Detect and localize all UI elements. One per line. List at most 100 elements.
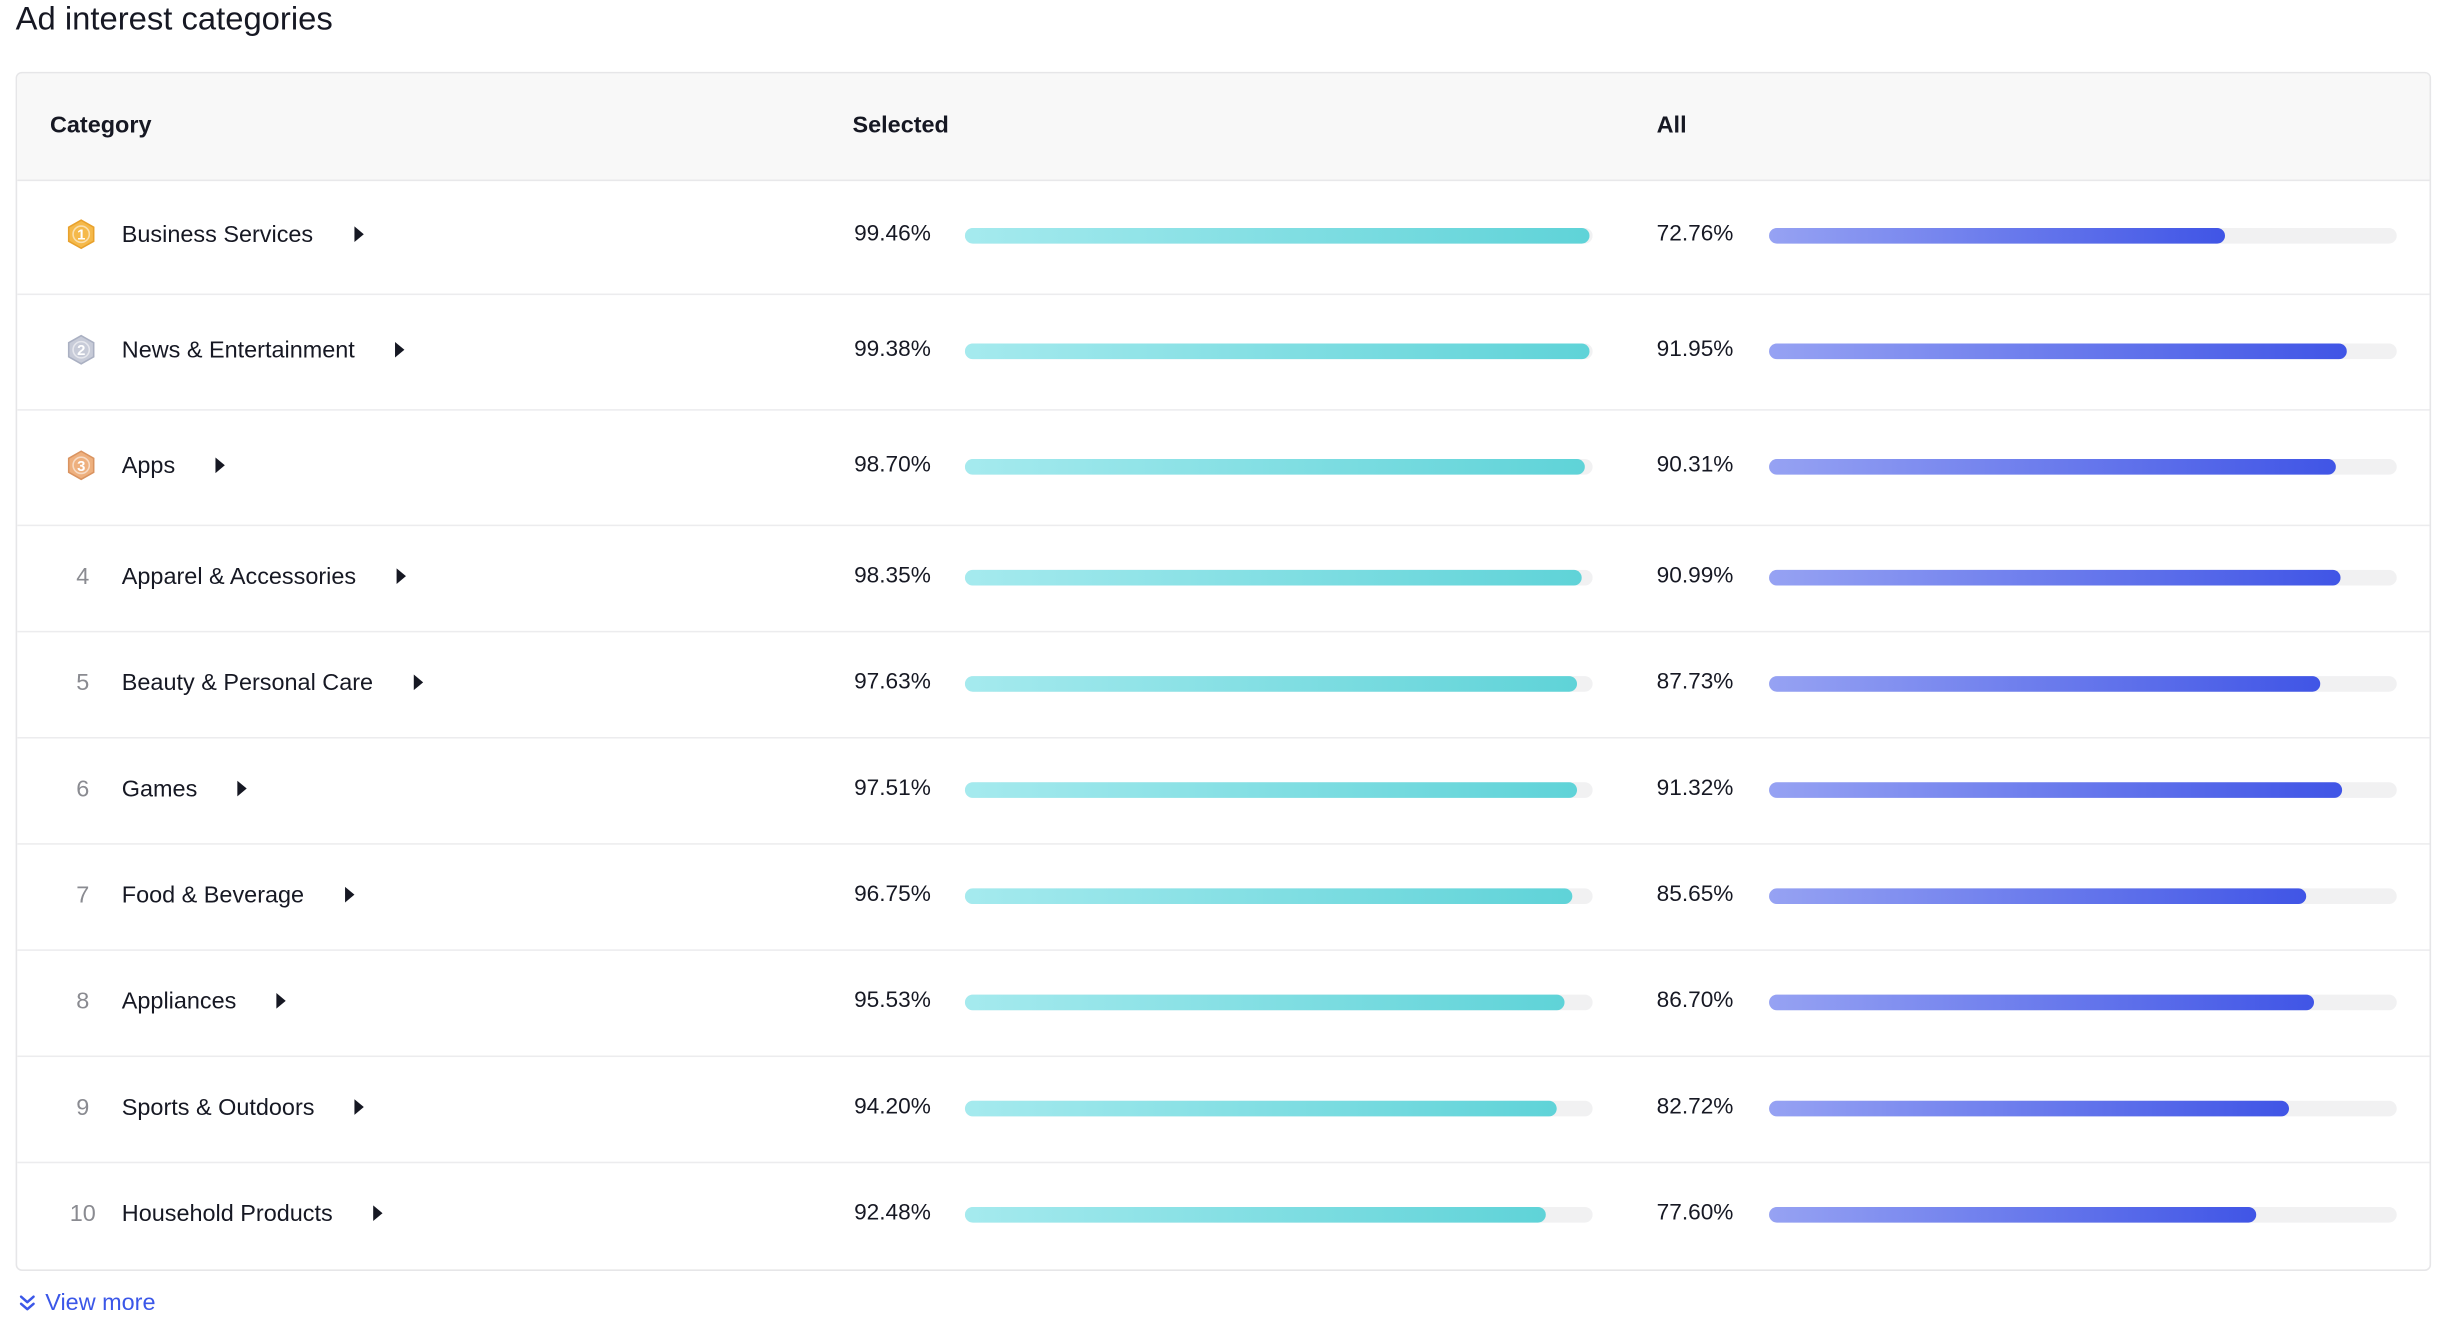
selected-progress-track <box>964 888 1593 905</box>
selected-progress-bar <box>964 782 1577 798</box>
selected-percentage: 97.51% <box>854 776 931 801</box>
category-name[interactable]: News & Entertainment <box>122 337 405 364</box>
all-progress-track <box>1769 676 2397 692</box>
all-percentage: 87.73% <box>1656 669 1734 695</box>
table-row: 2 News & Entertainment 99.38% 91.95% <box>17 295 2430 411</box>
selected-percentage: 94.20% <box>854 1094 931 1120</box>
all-progress-track <box>1769 343 2397 360</box>
expand-caret-icon[interactable] <box>215 457 226 474</box>
selected-progress-track <box>964 676 1593 692</box>
selected-percentage: 99.46% <box>854 221 931 247</box>
table-row: 7 Food & Beverage 96.75% 85.65% <box>17 845 2430 951</box>
medal-rank-number: 3 <box>77 459 85 475</box>
category-name[interactable]: Sports & Outdoors <box>121 1094 365 1122</box>
selected-progress-bar <box>964 994 1565 1011</box>
all-percentage: 85.65% <box>1656 882 1734 908</box>
all-progress-bar <box>1769 888 2307 905</box>
expand-caret-icon[interactable] <box>395 341 405 358</box>
selected-progress-bar <box>964 1100 1557 1117</box>
selected-percentage: 96.75% <box>854 882 931 908</box>
category-name[interactable]: Games <box>121 776 248 803</box>
all-progress-track <box>1769 1100 2397 1117</box>
selected-percentage: 97.63% <box>854 669 931 695</box>
expand-caret-icon[interactable] <box>276 993 287 1009</box>
all-percentage: 77.60% <box>1656 1200 1734 1226</box>
selected-progress-bar <box>964 343 1589 360</box>
category-label: Beauty & Personal Care <box>121 669 374 697</box>
category-name[interactable]: Appliances <box>122 988 287 1015</box>
category-name[interactable]: Food & Beverage <box>121 882 355 909</box>
category-label: Games <box>121 776 198 803</box>
category-name[interactable]: Business Services <box>121 221 364 249</box>
all-progress-bar <box>1769 994 2314 1011</box>
view-more-label: View more <box>45 1289 156 1317</box>
selected-progress-track <box>964 782 1593 798</box>
all-progress-bar <box>1769 343 2347 360</box>
rank-number: 5 <box>76 669 90 697</box>
selected-progress-track <box>964 459 1593 475</box>
category-label: Sports & Outdoors <box>121 1094 315 1122</box>
category-label: Appliances <box>121 988 237 1015</box>
all-progress-track <box>1769 782 2397 798</box>
all-progress-bar <box>1769 782 2343 798</box>
expand-caret-icon[interactable] <box>396 568 407 584</box>
selected-progress-track <box>964 227 1593 244</box>
category-label: Apps <box>121 452 176 480</box>
rank-medal-silver-icon: 2 <box>66 334 97 365</box>
all-progress-bar <box>1769 1100 2289 1117</box>
view-more-link[interactable]: View more <box>19 1289 156 1317</box>
selected-progress-track <box>964 994 1593 1011</box>
all-percentage: 91.32% <box>1656 776 1734 801</box>
rank-number: 6 <box>76 776 90 803</box>
rank-number: 10 <box>69 1200 96 1228</box>
all-progress-bar <box>1769 227 2226 244</box>
category-name[interactable]: Apparel & Accessories <box>122 564 407 590</box>
expand-caret-icon[interactable] <box>344 886 355 903</box>
category-name[interactable]: Apps <box>121 452 226 480</box>
column-header-all: All <box>1656 112 1687 139</box>
all-progress-bar <box>1769 676 2320 692</box>
selected-percentage: 98.35% <box>854 563 931 589</box>
selected-percentage: 99.38% <box>854 337 931 363</box>
selected-percentage: 92.48% <box>854 1200 931 1226</box>
column-header-selected: Selected <box>852 112 949 139</box>
all-progress-track <box>1769 994 2397 1011</box>
table-row: 1 Business Services 99.46% 72.76% <box>17 180 2430 296</box>
expand-caret-icon[interactable] <box>237 780 248 797</box>
all-percentage: 91.95% <box>1656 337 1734 363</box>
category-label: News & Entertainment <box>121 337 355 364</box>
column-header-category: Category <box>49 112 152 139</box>
category-name[interactable]: Household Products <box>122 1201 383 1227</box>
selected-progress-track <box>964 569 1593 586</box>
table-row: 3 Apps 98.70% 90.31% <box>17 411 2430 527</box>
rank-number: 9 <box>76 1094 90 1122</box>
all-percentage: 90.31% <box>1656 452 1734 478</box>
expand-caret-icon[interactable] <box>355 1099 365 1115</box>
all-progress-track <box>1769 1206 2397 1223</box>
all-progress-track <box>1769 227 2397 244</box>
table-row: 10 Household Products 92.48% 77.60% <box>17 1163 2429 1268</box>
all-progress-track <box>1769 888 2397 905</box>
all-percentage: 72.76% <box>1656 221 1734 247</box>
category-name[interactable]: Beauty & Personal Care <box>121 669 424 697</box>
expand-caret-icon[interactable] <box>413 674 424 691</box>
all-progress-track <box>1769 569 2397 586</box>
rank-number: 4 <box>76 563 90 591</box>
table-row: 4 Apparel & Accessories 98.35% 90.99% <box>17 526 2430 633</box>
selected-progress-bar <box>964 459 1585 475</box>
expand-caret-icon[interactable] <box>353 226 364 243</box>
expand-caret-icon[interactable] <box>373 1205 383 1222</box>
category-label: Food & Beverage <box>121 882 305 909</box>
medal-rank-number: 2 <box>77 343 85 359</box>
table-header: Category Selected All <box>17 73 2430 182</box>
selected-progress-track <box>964 1206 1593 1223</box>
rank-number: 8 <box>76 988 90 1015</box>
selected-progress-bar <box>964 1206 1546 1223</box>
selected-progress-bar <box>964 676 1578 692</box>
all-progress-bar <box>1769 459 2336 475</box>
selected-percentage: 95.53% <box>854 988 931 1014</box>
category-label: Business Services <box>121 221 314 249</box>
selected-progress-track <box>964 343 1593 360</box>
all-progress-bar <box>1769 569 2341 586</box>
